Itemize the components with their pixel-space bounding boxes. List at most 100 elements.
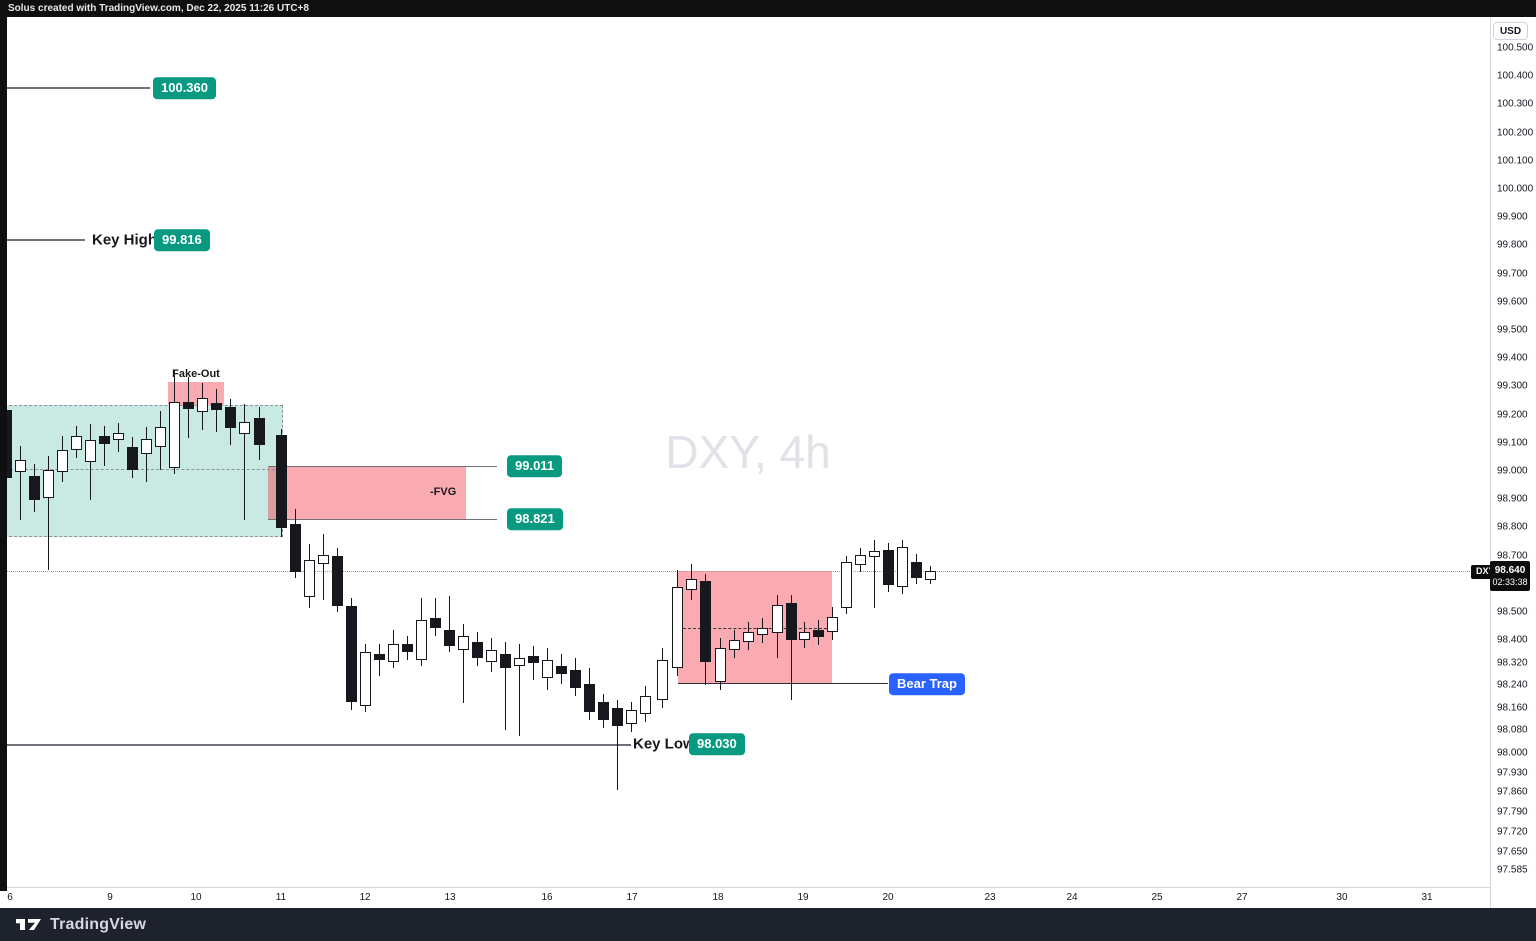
candle-wick [518,643,520,737]
price-tick-label: 99.900 [1497,211,1528,223]
price-tick-label: 99.000 [1497,465,1528,477]
key-high-badge: 99.816 [154,229,210,251]
candle-body [729,639,740,651]
chart-area[interactable]: DXY, 4h Fake-Out -FVG 99.011 98.821 100.… [0,0,1490,887]
key-high-line[interactable] [4,239,85,241]
bear-trap-mid-line[interactable] [678,628,832,629]
time-tick-label: 30 [1336,892,1348,903]
candles-layer [1,370,936,790]
price-tick-label: 100.000 [1497,183,1534,195]
price-tick-label: 99.600 [1497,296,1528,308]
price-tick-label: 98.000 [1497,747,1528,759]
candle-wick [434,597,436,636]
time-tick-label: 23 [984,892,996,903]
price-tick-label: 100.400 [1497,70,1534,82]
price-tick-label: 99.200 [1497,409,1528,421]
candle-body [869,551,880,557]
bear-trap-bottom-line[interactable] [678,683,888,684]
candle-body [99,436,110,444]
candle-body [598,701,609,720]
brand-text[interactable]: TradingView [50,915,147,933]
bear-trap-badge[interactable]: Bear Trap [889,673,965,695]
candle-body [743,632,754,642]
candle-body [458,635,469,651]
candle-body [388,643,399,662]
watermark: DXY, 4h [665,426,831,478]
price-tick-label: 99.800 [1497,239,1528,251]
last-price-tag: 98.640 02:33:38 [1490,561,1530,591]
candle-body [757,628,768,636]
candle-body [855,555,866,565]
candle-body [113,432,124,440]
candle-body [799,632,810,640]
price-tick-label: 97.860 [1497,786,1528,798]
candle-body [500,654,511,669]
candle-body [402,643,413,653]
candle-body [141,439,152,455]
candle-wick [89,423,91,501]
price-tick-label: 98.080 [1497,724,1528,736]
candle-wick [462,624,464,704]
candle-body [626,709,637,724]
time-tick-label: 12 [359,892,371,903]
candle-body [700,580,711,662]
key-high-text: Key High [92,231,158,249]
candle-body [155,427,166,448]
price-tick-label: 99.300 [1497,380,1528,392]
price-tick-label: 99.400 [1497,352,1528,364]
candle-body [883,549,894,585]
candle-body [542,659,553,678]
time-tick-label: 9 [107,892,113,903]
level-100360-badge: 100.360 [153,77,216,99]
candle-body [374,654,385,660]
price-tick-label: 97.720 [1497,826,1528,838]
price-tick-label: 100.100 [1497,155,1534,167]
candle-body [430,617,441,629]
price-axis[interactable]: 100.500 100.400 100.300 100.200 100.100 100.0… [1490,17,1534,908]
price-tick-label: 100.300 [1497,98,1534,110]
candle-body [254,417,265,446]
key-low-text: Key Low [633,735,695,753]
candle-body [43,470,54,499]
price-tick-label: 98.160 [1497,702,1528,714]
candle-body [290,524,301,572]
candle-body [444,630,455,646]
time-axis[interactable]: 6 9 10 11 12 13 16 17 18 19 20 23 24 25 27 30 31 [0,887,1490,909]
level-100360-line[interactable] [4,87,150,89]
time-tick-label: 11 [275,892,287,903]
candle-body [127,447,138,471]
candle-body [897,547,908,587]
fvg-bottom-line[interactable] [268,519,497,520]
demand-zone-mid-line[interactable] [5,469,280,470]
candle-body [332,555,343,607]
currency-button[interactable]: USD [1493,22,1528,40]
price-tick-label: 98.320 [1497,657,1528,669]
key-low-line[interactable] [4,744,631,746]
candle-body [276,434,287,528]
candle-body [211,403,222,411]
candle-wick [215,388,217,433]
candle-body [556,665,567,675]
candle-body [612,707,623,726]
fvg-box[interactable] [268,466,466,519]
time-tick-label: 27 [1236,892,1248,903]
fake-out-box[interactable] [168,382,224,405]
candle-body [686,579,697,590]
candle-body [584,683,595,713]
candle-body [225,406,236,428]
candle-body [472,641,483,658]
candle-body [715,648,726,682]
candle-body [71,436,82,451]
time-tick-label: 25 [1151,892,1163,903]
candle-body [657,659,668,700]
fvg-bottom-badge: 98.821 [507,508,563,530]
candle-body [15,460,26,473]
price-tick-label: 97.930 [1497,767,1528,779]
candle-body [772,604,783,633]
fvg-top-line[interactable] [268,466,497,467]
tradingview-logo-icon[interactable] [16,916,42,933]
right-edge-strip [0,0,7,891]
key-low-badge: 98.030 [689,733,745,755]
price-tick-label: 98.700 [1497,550,1528,562]
